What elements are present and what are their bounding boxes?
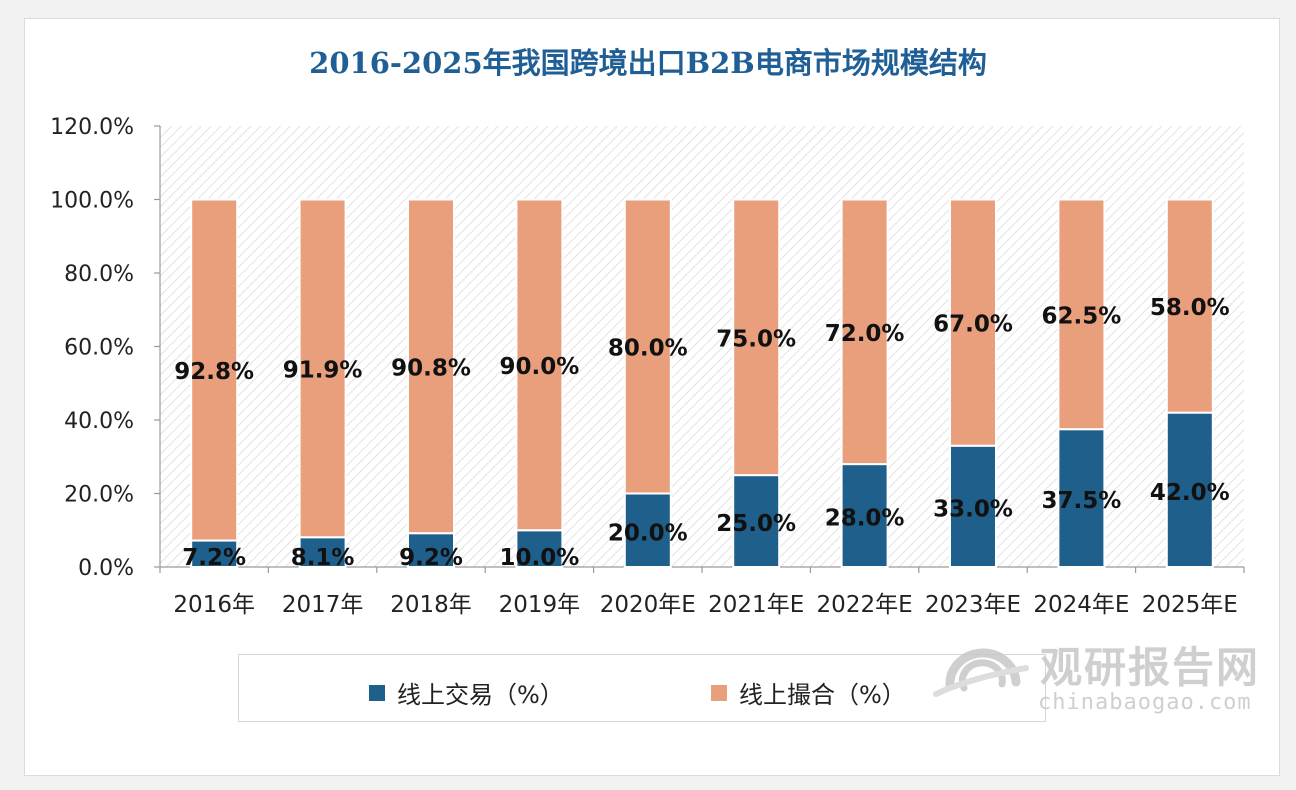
data-label-online-matching: 58.0% [1150, 295, 1230, 321]
data-label-online-transaction: 10.0% [500, 545, 580, 571]
x-tick-label: 2018年 [390, 592, 472, 618]
bar-online-transaction [190, 539, 239, 568]
bar-online-matching [1057, 198, 1106, 431]
y-tick-label: 40.0% [64, 409, 134, 434]
x-tick-label: 2017年 [282, 592, 364, 618]
bar-online-matching [190, 198, 239, 542]
legend-label-online-transaction: 线上交易（%） [397, 681, 564, 709]
x-tick-label: 2020年E [600, 592, 696, 618]
x-tick-label: 2024年E [1033, 592, 1129, 618]
y-tick-label: 20.0% [64, 483, 134, 508]
x-tick-label: 2019年 [499, 592, 581, 618]
bar-online-matching [623, 198, 672, 495]
data-label-online-transaction: 28.0% [825, 506, 905, 532]
x-tick-label: 2022年E [817, 592, 913, 618]
y-tick-label: 120.0% [50, 115, 134, 140]
bar-online-matching [407, 198, 455, 535]
y-tick-label: 100.0% [50, 189, 134, 214]
data-label-online-matching: 80.0% [608, 336, 688, 362]
x-tick-label: 2025年E [1142, 592, 1238, 618]
watermark-url: chinabaogao.com [1038, 690, 1252, 715]
data-label-online-matching: 72.0% [825, 321, 905, 347]
y-tick-label: 80.0% [64, 262, 134, 287]
bar-online-matching [1165, 198, 1214, 414]
data-label-online-matching: 91.9% [283, 357, 363, 383]
watermark: 观研报告网 chinabaogao.com [930, 628, 1280, 728]
bar-online-transaction [515, 529, 564, 568]
legend-swatch-online-matching [711, 684, 727, 701]
legend-swatch-online-transaction [369, 684, 385, 701]
data-label-online-transaction: 9.2% [399, 545, 463, 571]
x-tick-label: 2023年E [925, 592, 1021, 618]
bar-online-matching [515, 198, 564, 532]
x-tick-label: 2016年 [173, 592, 255, 618]
data-label-online-matching: 67.0% [933, 312, 1013, 338]
legend-item-online-transaction: 线上交易（%） [369, 675, 564, 710]
bar-online-transaction [407, 532, 455, 569]
data-label-online-transaction: 33.0% [933, 496, 1013, 522]
legend-item-online-matching: 线上撮合（%） [711, 675, 906, 710]
bar-online-matching [732, 198, 781, 477]
data-label-online-matching: 62.5% [1042, 303, 1122, 329]
data-label-online-transaction: 20.0% [608, 520, 688, 546]
data-label-online-matching: 75.0% [716, 326, 796, 352]
legend: 线上交易（%） 线上撮合（%） [238, 654, 1046, 722]
chart-title: 2016-2025年我国跨境出口B2B电商市场规模结构 [309, 46, 987, 80]
data-label-online-transaction: 8.1% [291, 545, 355, 571]
bar-online-transaction [623, 492, 672, 568]
bar-online-matching [298, 198, 347, 539]
data-label-online-transaction: 25.0% [716, 511, 796, 537]
data-label-online-transaction: 42.0% [1150, 480, 1230, 506]
data-label-online-transaction: 37.5% [1042, 488, 1122, 514]
legend-label-online-matching: 线上撮合（%） [739, 681, 906, 709]
data-label-online-matching: 90.0% [500, 354, 580, 380]
x-tick-label: 2021年E [708, 592, 804, 618]
bar-online-transaction [840, 463, 889, 569]
y-tick-label: 0.0% [78, 556, 134, 581]
watermark-name: 观研报告网 [1040, 643, 1261, 692]
bar-online-transaction [949, 444, 997, 569]
y-tick-label: 60.0% [64, 336, 134, 361]
data-label-online-matching: 90.8% [391, 355, 471, 381]
data-label-online-transaction: 7.2% [182, 545, 246, 571]
data-label-online-matching: 92.8% [174, 359, 254, 385]
bar-online-matching [949, 198, 997, 447]
bar-online-transaction [298, 536, 347, 568]
bar-online-matching [840, 198, 889, 466]
watermark-logo-icon [933, 648, 1029, 697]
